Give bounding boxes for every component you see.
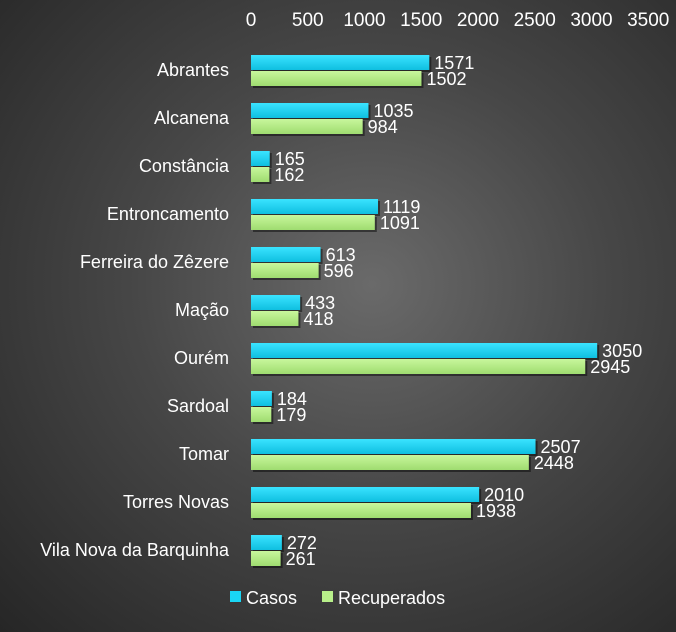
legend-label-casos: Casos — [246, 588, 297, 608]
category-labels: Abrantes Alcanena Constância Entroncamento F… — [40, 60, 230, 560]
category-label-ferreira-do-zezere: Ferreira do Zêzere — [80, 252, 229, 272]
value-labels: 1571 1035 165 1119 613 433 3050 184 2507 2010 272 1… — [274, 53, 642, 569]
value-label-recuperados-ferreira-do-zezere: 596 — [324, 261, 354, 281]
value-label-casos-sardoal: 184 — [277, 389, 307, 409]
bar-casos-ferreira-do-zezere — [251, 247, 321, 262]
x-tick-label-2500: 2500 — [514, 10, 556, 31]
x-tick-label-2000: 2000 — [457, 10, 499, 31]
bar-recuperados-torres-novas — [251, 503, 471, 518]
category-label-alcanena: Alcanena — [154, 108, 230, 128]
value-label-recuperados-macao: 418 — [303, 309, 333, 329]
x-axis-ticks: 0 500 1000 1500 2000 2500 3000 3500 — [246, 10, 670, 31]
value-label-recuperados-tomar: 2448 — [534, 453, 574, 473]
category-label-ourem: Ourém — [174, 348, 229, 368]
bar-recuperados-ferreira-do-zezere — [251, 263, 319, 278]
category-label-tomar: Tomar — [179, 444, 229, 464]
category-label-entroncamento: Entroncamento — [107, 204, 229, 224]
bar-casos-macao — [251, 295, 301, 310]
value-label-casos-torres-novas: 2010 — [484, 485, 524, 505]
value-label-casos-alcanena: 1035 — [373, 101, 413, 121]
bar-casos-torres-novas — [251, 487, 480, 502]
bar-casos-sardoal — [251, 391, 272, 406]
bar-casos-tomar — [251, 439, 536, 454]
x-tick-label-1500: 1500 — [400, 10, 442, 31]
bar-recuperados-entroncamento — [251, 215, 375, 230]
category-label-abrantes: Abrantes — [157, 60, 229, 80]
value-label-recuperados-vila-nova-da-barquinha: 261 — [286, 549, 316, 569]
bar-casos-ourem — [251, 343, 598, 358]
value-label-recuperados-torres-novas: 1938 — [476, 501, 516, 521]
value-label-casos-tomar: 2507 — [541, 437, 581, 457]
value-label-recuperados-alcanena: 984 — [368, 117, 398, 137]
x-tick-label-3000: 3000 — [570, 10, 612, 31]
category-label-macao: Mação — [175, 300, 229, 320]
category-label-torres-novas: Torres Novas — [123, 492, 229, 512]
legend: Casos Recuperados — [230, 588, 445, 608]
category-label-vila-nova-da-barquinha: Vila Nova da Barquinha — [40, 540, 230, 560]
category-label-sardoal: Sardoal — [167, 396, 229, 416]
x-tick-label-500: 500 — [292, 10, 324, 31]
bar-recuperados-macao — [251, 311, 299, 326]
bar-casos-constancia — [251, 151, 270, 166]
x-tick-label-1000: 1000 — [343, 10, 385, 31]
value-label-recuperados-abrantes: 1502 — [426, 69, 466, 89]
value-label-casos-ourem: 3050 — [602, 341, 642, 361]
value-label-recuperados-entroncamento: 1091 — [380, 213, 420, 233]
bar-casos-vila-nova-da-barquinha — [251, 535, 282, 550]
bar-casos-entroncamento — [251, 199, 379, 214]
bar-recuperados-alcanena — [251, 119, 363, 134]
legend-label-recuperados: Recuperados — [338, 588, 445, 608]
value-label-casos-ferreira-do-zezere: 613 — [326, 245, 356, 265]
bars — [251, 55, 600, 568]
category-label-constancia: Constância — [139, 156, 230, 176]
value-label-casos-entroncamento: 1119 — [383, 197, 420, 217]
bar-recuperados-ourem — [251, 359, 586, 374]
value-label-casos-constancia: 165 — [275, 149, 305, 169]
bar-recuperados-tomar — [251, 455, 529, 470]
legend-swatch-recuperados — [322, 591, 333, 602]
bar-recuperados-abrantes — [251, 71, 422, 86]
x-tick-label-3500: 3500 — [627, 10, 669, 31]
bar-casos-alcanena — [251, 103, 369, 118]
value-label-casos-abrantes: 1571 — [434, 53, 474, 73]
bar-recuperados-constancia — [251, 167, 270, 182]
bar-casos-abrantes — [251, 55, 430, 70]
x-tick-label-0: 0 — [246, 10, 257, 31]
value-label-casos-vila-nova-da-barquinha: 272 — [287, 533, 317, 553]
value-label-recuperados-ourem: 2945 — [590, 357, 630, 377]
value-label-recuperados-constancia: 162 — [274, 165, 304, 185]
bar-recuperados-vila-nova-da-barquinha — [251, 551, 281, 566]
value-label-casos-macao: 433 — [305, 293, 335, 313]
legend-swatch-casos — [230, 591, 241, 602]
bar-recuperados-sardoal — [251, 407, 272, 422]
value-label-recuperados-sardoal: 179 — [276, 405, 306, 425]
